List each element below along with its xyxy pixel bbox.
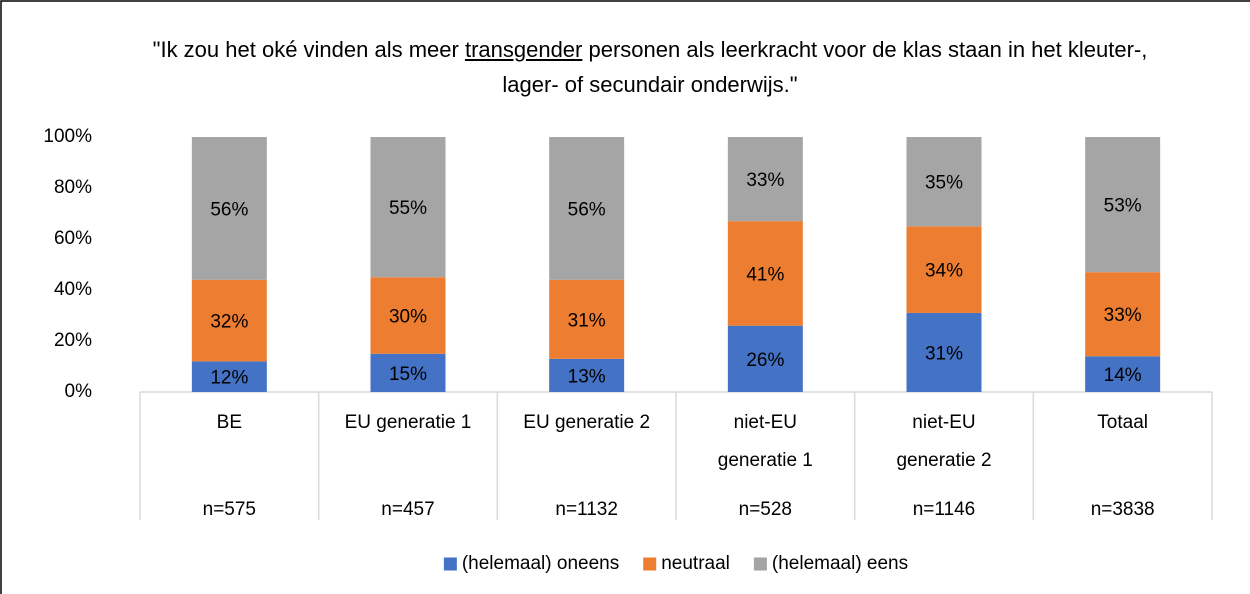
sample-size: n=457 (381, 499, 435, 520)
data-label: 31% (925, 343, 963, 364)
bar-segment (549, 279, 625, 359)
data-label: 14% (1104, 365, 1142, 386)
data-label: 13% (568, 366, 606, 387)
legend-swatch (443, 557, 457, 571)
bar-segment (727, 325, 803, 392)
bar-segment (906, 137, 982, 227)
bar-segment (1085, 356, 1161, 392)
data-label: 26% (746, 350, 784, 371)
y-tick-label: 80% (53, 177, 92, 198)
legend-label: neutraal (661, 553, 730, 574)
title-part: "Ik zou het oké vinden als meer (152, 37, 465, 62)
bar-segment (549, 137, 625, 280)
bar-segment (191, 137, 267, 280)
data-label: 15% (389, 364, 427, 385)
x-tick-label: Totaal (1097, 412, 1148, 433)
bar-segment (191, 361, 267, 392)
x-tick-label: BE (216, 412, 242, 433)
chart-title: "Ik zou het oké vinden als meer transgen… (150, 32, 1150, 102)
bar-segment (1085, 272, 1161, 357)
y-tick-label: 20% (53, 330, 92, 351)
sample-size: n=575 (202, 499, 257, 520)
legend-label: (helemaal) oneens (462, 553, 619, 574)
data-label: 53% (1104, 196, 1142, 217)
legend-swatch (753, 557, 767, 571)
bar-segment (370, 353, 446, 392)
sample-size: n=1132 (555, 499, 618, 520)
sample-size: n=3838 (1090, 499, 1155, 520)
bar-segment (370, 137, 446, 278)
legend-swatch (643, 557, 657, 571)
data-label: 33% (1104, 305, 1142, 326)
bar-segment (1085, 137, 1161, 273)
data-label: 12% (210, 368, 248, 389)
x-tick-label: niet-EU generatie 2 (896, 412, 992, 471)
data-label: 34% (925, 261, 963, 282)
bar-segment (906, 312, 982, 392)
data-label: 55% (389, 198, 427, 219)
title-part: transgender (464, 37, 583, 62)
data-label: 35% (925, 173, 963, 194)
y-tick-label: 0% (64, 381, 92, 402)
bar-segment (370, 277, 446, 354)
y-tick-label: 40% (53, 279, 92, 300)
data-label: 56% (568, 199, 606, 220)
y-tick-label: 100% (43, 126, 92, 147)
data-label: 56% (210, 199, 248, 220)
x-tick-label: EU generatie 2 (523, 412, 651, 433)
x-tick-label: niet-EU generatie 1 (717, 412, 813, 471)
bar-segment (549, 358, 625, 392)
bar-segment (727, 137, 803, 222)
data-label: 41% (746, 264, 784, 285)
legend-label: (helemaal) eens (772, 553, 908, 574)
data-label: 33% (746, 170, 784, 191)
sample-size: n=528 (738, 499, 793, 520)
title-part: personen als leerkracht voor de klas sta… (502, 37, 1148, 97)
y-tick-label: 60% (53, 228, 92, 249)
sample-size: n=1146 (912, 499, 976, 520)
x-tick-label: EU generatie 1 (344, 412, 472, 433)
bar-segment (191, 279, 267, 362)
bar-segment (727, 221, 803, 326)
data-label: 31% (568, 310, 606, 331)
data-label: 30% (389, 307, 427, 328)
data-label: 32% (210, 312, 248, 333)
bar-segment (906, 226, 982, 313)
